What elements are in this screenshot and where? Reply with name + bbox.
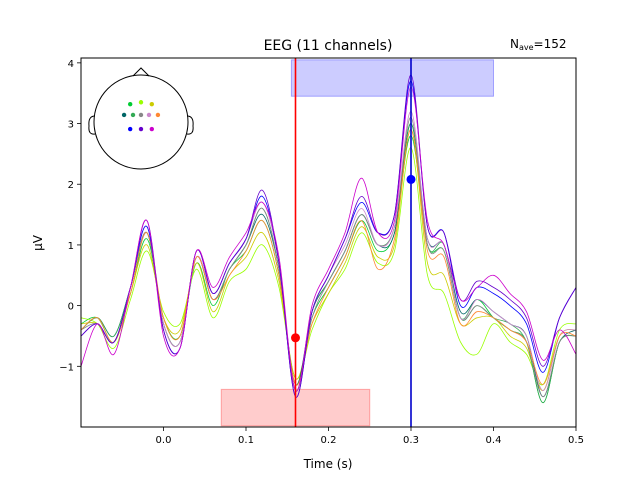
highlight-region-1 — [290, 59, 494, 97]
nave-value: =152 — [534, 37, 567, 51]
chart-title: EEG (11 channels) — [264, 38, 393, 54]
nave-label: N — [510, 37, 519, 51]
x-tick-label: 0.2 — [321, 435, 337, 446]
x-tick-label: 0.0 — [156, 435, 172, 446]
x-tick-label: 0.4 — [486, 435, 502, 446]
sensor-dot — [149, 101, 155, 107]
y-tick-label: 0 — [68, 302, 74, 313]
y-tick-label: 4 — [68, 59, 74, 70]
head-outline — [93, 74, 189, 170]
sensor-dot — [149, 126, 155, 132]
y-tick-label: −1 — [59, 362, 74, 373]
peak-marker-1 — [291, 333, 300, 343]
left-ear-outline — [88, 115, 96, 135]
x-tick-label: 0.5 — [568, 435, 584, 446]
y-axis: −1 0 1 2 3 4 — [59, 59, 81, 373]
channel-trace-11 — [81, 86, 576, 392]
y-tick-label: 3 — [68, 120, 74, 131]
nave-subscript: ave — [519, 43, 534, 52]
sensor-layout-inset — [88, 67, 194, 170]
sensor-dot — [130, 112, 136, 118]
x-tick-label: 0.1 — [238, 435, 254, 446]
sensor-dot — [121, 112, 127, 118]
x-axis-label: Time (s) — [303, 457, 353, 471]
y-tick-label: 2 — [68, 180, 74, 191]
peak-marker-2 — [406, 174, 416, 184]
sensor-dot — [155, 112, 161, 118]
y-axis-label: µV — [31, 234, 45, 251]
sensor-dot — [127, 101, 133, 107]
x-tick-label: 0.3 — [403, 435, 419, 446]
nave-annotation: Nave=152 — [510, 37, 567, 52]
sensor-dot — [138, 112, 144, 118]
sensor-dot — [146, 112, 152, 118]
y-tick-label: 1 — [68, 241, 74, 252]
channel-trace-8 — [81, 129, 576, 386]
channel-trace-10 — [81, 74, 576, 398]
right-ear-outline — [186, 115, 194, 135]
sensor-dot — [127, 126, 133, 132]
peak-time-lines — [294, 58, 412, 427]
sensor-dot — [138, 126, 144, 132]
x-axis: 0.0 0.1 0.2 0.3 0.4 0.5 — [156, 427, 584, 446]
sensor-dot — [138, 100, 144, 105]
nose-outline — [132, 67, 150, 77]
peak-markers — [291, 174, 416, 343]
channel-traces — [81, 74, 576, 404]
